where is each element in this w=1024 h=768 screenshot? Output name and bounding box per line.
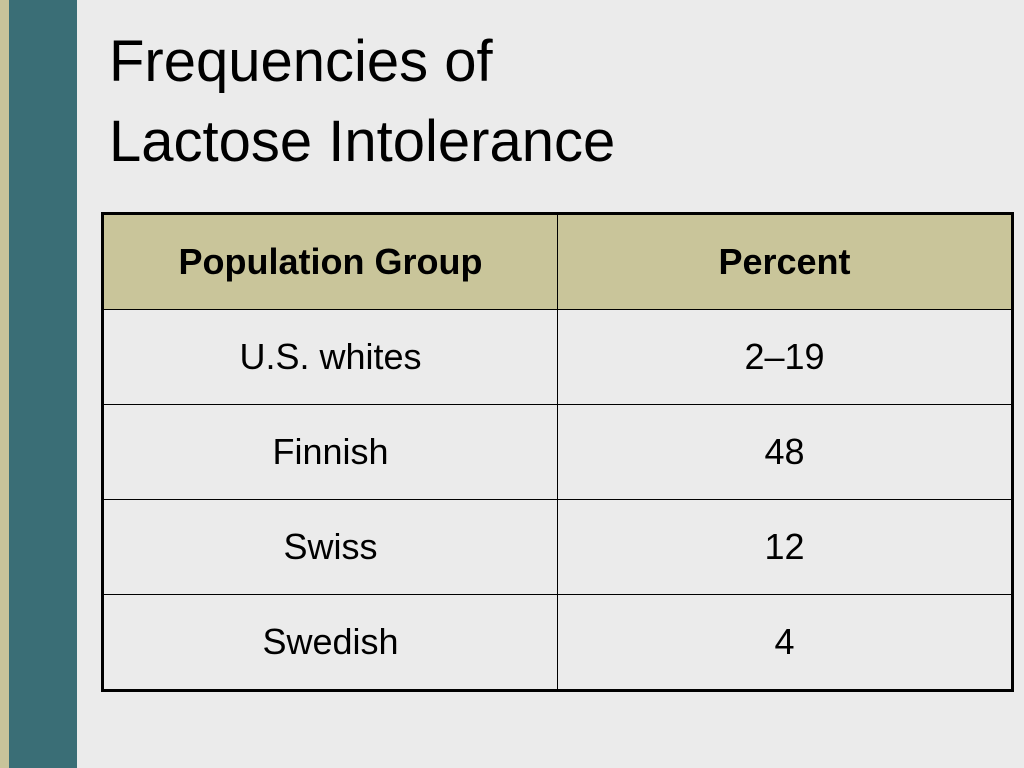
cell-percent: 4 — [557, 594, 1013, 691]
slide-title: Frequencies of Lactose Intolerance — [109, 22, 615, 182]
table-row: Finnish 48 — [102, 404, 1013, 500]
slide-title-line-2: Lactose Intolerance — [109, 109, 616, 174]
cell-population-group: U.S. whites — [102, 309, 558, 405]
cell-population-group: Swiss — [102, 499, 558, 595]
cell-percent: 12 — [557, 499, 1013, 595]
lactose-intolerance-table: Population Group Percent U.S. whites 2–1… — [101, 212, 1014, 692]
table-row: Swiss 12 — [102, 499, 1013, 595]
slide-title-line-1: Frequencies of — [109, 29, 493, 94]
table-row: Swedish 4 — [102, 594, 1013, 691]
left-accent-stripe-teal — [9, 0, 77, 768]
cell-percent: 2–19 — [557, 309, 1013, 405]
table-row: U.S. whites 2–19 — [102, 309, 1013, 405]
cell-percent: 48 — [557, 404, 1013, 500]
header-population-group: Population Group — [102, 213, 558, 310]
cell-population-group: Swedish — [102, 594, 558, 691]
cell-population-group: Finnish — [102, 404, 558, 500]
header-percent: Percent — [557, 213, 1013, 310]
left-accent-stripe-tan — [0, 0, 9, 768]
table-header-row: Population Group Percent — [102, 213, 1013, 310]
